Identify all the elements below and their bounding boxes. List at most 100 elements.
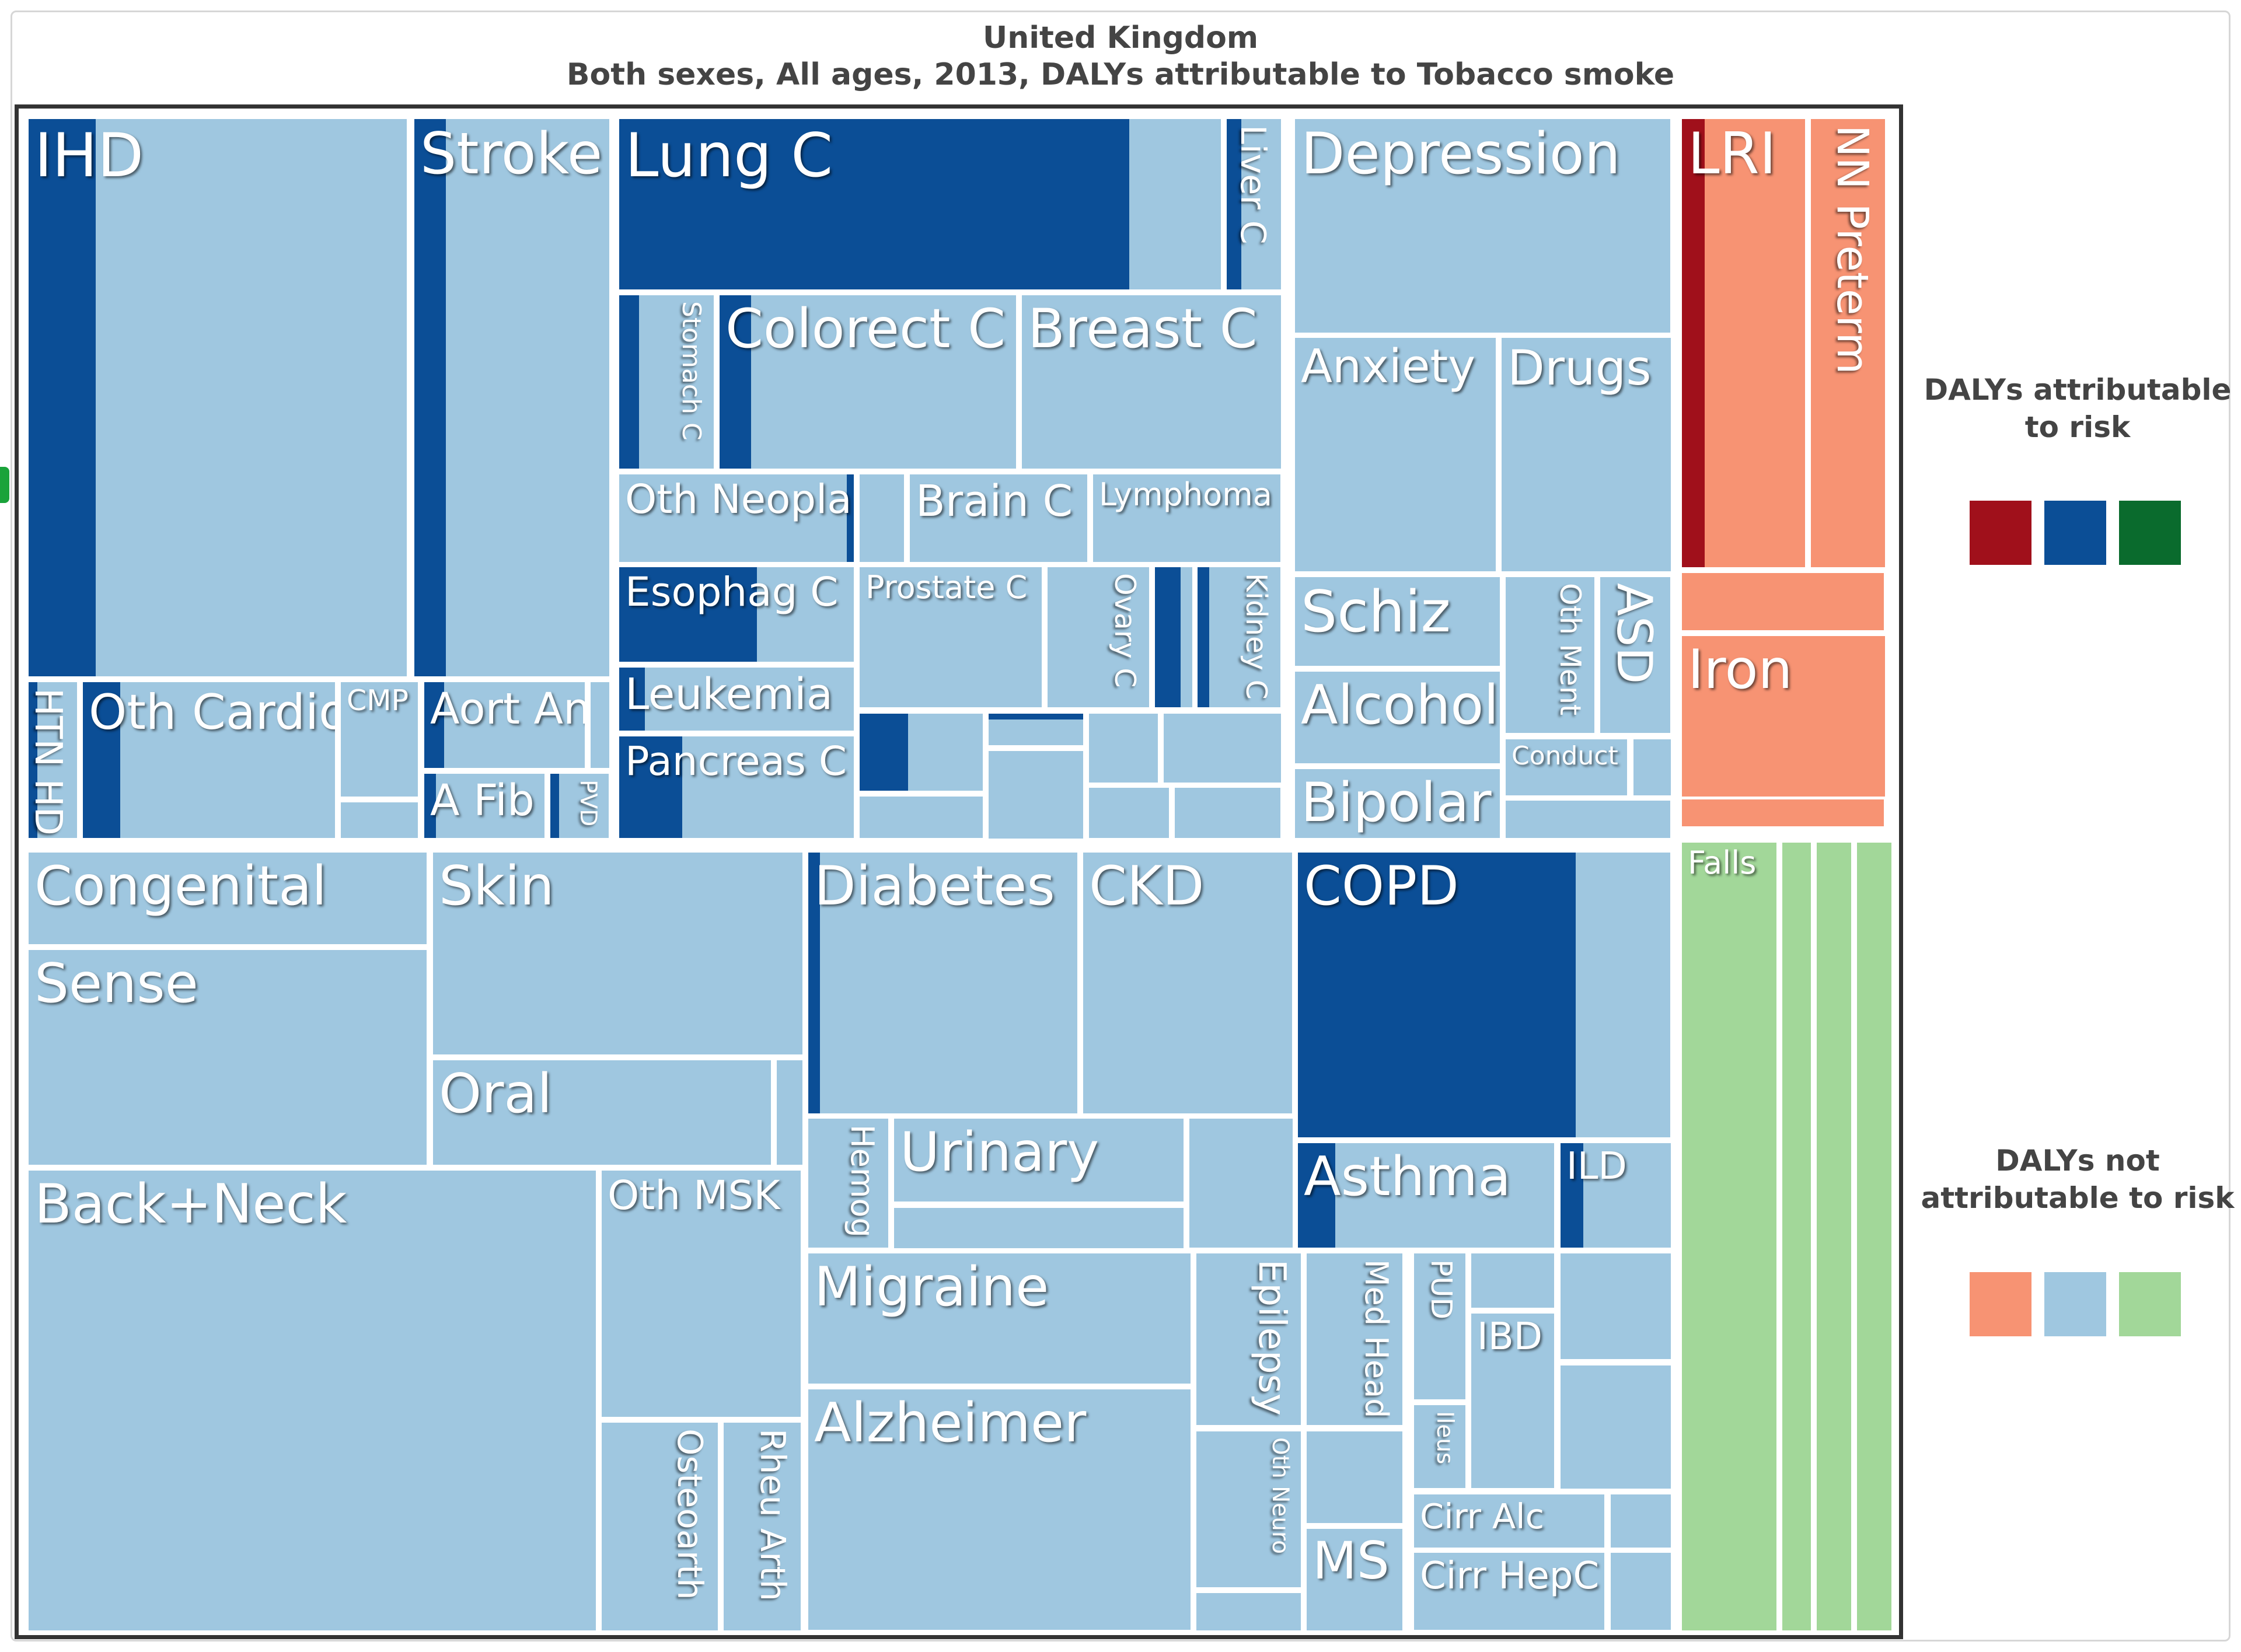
cell-ckd[interactable]: CKD — [1080, 850, 1295, 1116]
cell-ild[interactable]: ILD — [1558, 1140, 1674, 1251]
cell-asthma[interactable]: Asthma — [1295, 1140, 1557, 1251]
legend-swatch-not-attributable-orange[interactable] — [1970, 1272, 2031, 1336]
cell-skin[interactable]: Skin — [430, 850, 805, 1057]
cell-ment-small-2[interactable] — [1503, 798, 1673, 841]
cell-neopla-small-10[interactable] — [1172, 785, 1283, 841]
cell-oth-msk[interactable]: Oth MSK — [599, 1168, 804, 1420]
cell-a-fib[interactable]: A Fib — [421, 771, 547, 841]
cell-prostate-c[interactable]: Prostate C — [857, 564, 1045, 710]
cell-neuro-small-2[interactable] — [1304, 1429, 1405, 1526]
cell-ihd[interactable]: IHD — [26, 116, 410, 679]
cell-stomach-c[interactable]: Stomach C — [616, 292, 717, 471]
cell-neopla-small-2[interactable] — [1152, 564, 1195, 710]
cell-cirr-hepc[interactable]: Cirr HepC — [1411, 1550, 1607, 1633]
cell-pvd[interactable]: PVD — [547, 771, 612, 841]
cell-neopla-small-1[interactable] — [857, 471, 907, 565]
cell-falls[interactable]: Falls — [1679, 840, 1779, 1633]
cell-pud[interactable]: PUD — [1411, 1251, 1468, 1402]
cell-esophag-c[interactable]: Esophag C — [616, 564, 857, 665]
cell-lung-c[interactable]: Lung C — [616, 116, 1224, 292]
cell-ibd[interactable]: IBD — [1468, 1311, 1557, 1491]
cell-lri[interactable]: LRI — [1679, 116, 1808, 570]
cell-nn-preterm[interactable]: NN Preterm — [1808, 116, 1888, 570]
cell-urinary[interactable]: Urinary — [891, 1116, 1186, 1204]
cell-pancreas-c[interactable]: Pancreas C — [616, 734, 857, 841]
cell-stomach-c-attributable-segment — [619, 295, 639, 469]
cell-ment-small-1[interactable] — [1631, 736, 1674, 798]
cell-diabetes[interactable]: Diabetes — [805, 850, 1080, 1116]
cell-conduct[interactable]: Conduct — [1503, 736, 1630, 798]
cell-osteoarth[interactable]: Osteoarth — [599, 1420, 721, 1633]
legend-swatch-attributable-green[interactable] — [2119, 501, 2181, 565]
cell-breast-c[interactable]: Breast C — [1019, 292, 1284, 471]
cell-anxiety[interactable]: Anxiety — [1292, 335, 1499, 574]
cell-ncd-small-1[interactable] — [1186, 1116, 1296, 1251]
cell-ild-attributable-segment — [1561, 1143, 1583, 1248]
cell-epilepsy[interactable]: Epilepsy — [1193, 1251, 1304, 1428]
cell-stroke[interactable]: Stroke — [411, 116, 612, 679]
cell-oth-ment[interactable]: Oth Ment — [1503, 574, 1597, 736]
cell-cirr-small-2[interactable] — [1608, 1550, 1674, 1633]
cell-cmnn-small-2[interactable] — [1679, 797, 1887, 829]
cell-cardio-small-1[interactable] — [338, 799, 421, 841]
legend-swatch-not-attributable-blue[interactable] — [2044, 1272, 2106, 1336]
cell-bipolar[interactable]: Bipolar — [1292, 766, 1503, 841]
cell-cmnn-small-1[interactable] — [1679, 570, 1887, 633]
cell-cirr-alc[interactable]: Cirr Alc — [1411, 1492, 1607, 1550]
cell-lung-c-attributable-segment — [619, 119, 1129, 289]
cell-dig-small-1[interactable] — [1468, 1251, 1557, 1311]
cell-neopla-small-5[interactable] — [986, 711, 1086, 748]
cell-ms[interactable]: MS — [1304, 1526, 1405, 1633]
cell-med-head[interactable]: Med Head — [1304, 1251, 1405, 1428]
cell-leukemia[interactable]: Leukemia — [616, 665, 857, 734]
cell-dig-small-2[interactable] — [1558, 1251, 1674, 1362]
cell-urinary-small-1[interactable] — [891, 1205, 1186, 1251]
cell-ovary-c[interactable]: Ovary C — [1045, 564, 1152, 710]
cell-depression[interactable]: Depression — [1292, 116, 1673, 336]
cell-schiz[interactable]: Schiz — [1292, 574, 1503, 669]
cell-cardio-small-2[interactable] — [588, 679, 612, 771]
cell-oth-cardio[interactable]: Oth Cardio — [80, 679, 338, 841]
cell-neopla-small-4[interactable] — [857, 794, 986, 841]
cell-asd[interactable]: ASD — [1597, 574, 1673, 736]
cell-ileus[interactable]: Ileus — [1411, 1402, 1468, 1491]
cell-cmp[interactable]: CMP — [338, 679, 421, 799]
cell-neopla-small-8[interactable] — [1161, 711, 1284, 785]
cell-kidney-c[interactable]: Kidney C — [1195, 564, 1283, 710]
cell-oral-small-1[interactable] — [774, 1057, 805, 1168]
cell-oral[interactable]: Oral — [430, 1057, 774, 1168]
cell-sense[interactable]: Sense — [26, 947, 430, 1168]
cell-liver-c[interactable]: Liver C — [1224, 116, 1284, 292]
cell-alzheimer[interactable]: Alzheimer — [805, 1386, 1193, 1633]
cell-drugs[interactable]: Drugs — [1499, 335, 1674, 574]
cell-htn-hd[interactable]: HTN HD — [26, 679, 80, 841]
cell-cirr-small-1[interactable] — [1608, 1492, 1674, 1550]
cell-inj-small-1[interactable] — [1779, 840, 1814, 1633]
cell-inj-small-2[interactable] — [1814, 840, 1854, 1633]
cell-neopla-small-6[interactable] — [986, 748, 1086, 841]
legend-swatch-attributable-red[interactable] — [1970, 501, 2031, 565]
legend-swatch-attributable-blue[interactable] — [2044, 501, 2106, 565]
chart-frame — [11, 11, 2230, 1641]
cell-dig-small-3[interactable] — [1558, 1363, 1674, 1492]
cell-back-neck[interactable]: Back+Neck — [26, 1168, 599, 1633]
cell-copd[interactable]: COPD — [1295, 850, 1673, 1140]
cell-neopla-small-3[interactable] — [857, 711, 986, 794]
legend-swatch-not-attributable-green[interactable] — [2119, 1272, 2181, 1336]
edge-handle[interactable] — [0, 467, 9, 503]
cell-colorect-c[interactable]: Colorect C — [717, 292, 1019, 471]
cell-migraine[interactable]: Migraine — [805, 1251, 1193, 1386]
cell-neopla-small-9[interactable] — [1086, 785, 1172, 841]
cell-oth-neuro[interactable]: Oth Neuro — [1193, 1429, 1304, 1590]
cell-neuro-small-1[interactable] — [1193, 1590, 1304, 1633]
cell-congenital[interactable]: Congenital — [26, 850, 430, 947]
cell-aort-an[interactable]: Aort An — [421, 679, 588, 771]
cell-neopla-small-7[interactable] — [1086, 711, 1161, 785]
cell-oth-neopla[interactable]: Oth Neopla — [616, 471, 857, 565]
cell-hemog[interactable]: Hemog — [805, 1116, 891, 1251]
cell-brain-c[interactable]: Brain C — [907, 471, 1090, 565]
cell-inj-small-3[interactable] — [1854, 840, 1894, 1633]
cell-lymphoma[interactable]: Lymphoma — [1090, 471, 1283, 565]
cell-alcohol[interactable]: Alcohol — [1292, 669, 1503, 766]
cell-rheu-arth[interactable]: Rheu Arth — [721, 1420, 804, 1633]
